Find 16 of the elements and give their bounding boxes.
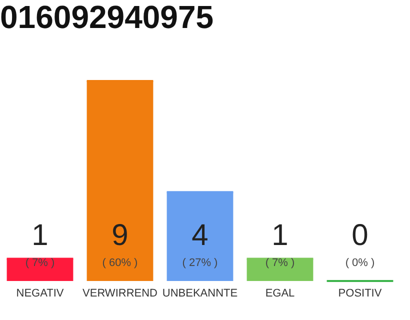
data-label: 0 (352, 219, 368, 252)
annotation: ( 27% ) (182, 257, 218, 269)
chart-title: 016092940975 (0, 0, 214, 35)
annotation: ( 7% ) (265, 257, 295, 269)
data-label: 1 (272, 219, 288, 252)
x-tick-label: POSITIV (338, 288, 382, 300)
x-tick-label: EGAL (265, 288, 295, 300)
data-label: 4 (192, 219, 208, 252)
annotation: ( 60% ) (102, 257, 138, 269)
data-label: 1 (32, 219, 48, 252)
annotation: ( 7% ) (25, 257, 55, 269)
x-tick-label: UNBEKANNTE (162, 288, 238, 300)
data-label: 9 (112, 219, 128, 252)
annotation: ( 0% ) (345, 257, 375, 269)
x-tick-label: NEGATIV (16, 288, 64, 300)
x-tick-label: VERWIRREND (82, 288, 158, 300)
